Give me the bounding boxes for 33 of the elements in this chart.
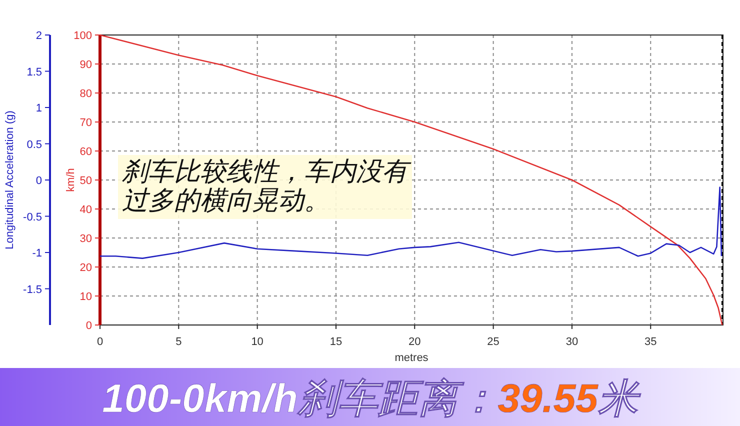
y2-tick-label: 1 xyxy=(36,102,42,114)
x-tick-label: 10 xyxy=(251,336,264,348)
y2-tick-label: 2 xyxy=(36,30,42,42)
y2-tick-label: 0 xyxy=(36,175,42,187)
y-tick-label: 30 xyxy=(80,233,92,245)
text: 100-0km/h刹车距离：39.55米 xyxy=(102,377,642,421)
x-tick-label: 30 xyxy=(566,336,578,348)
x-tick-label: 20 xyxy=(408,336,421,348)
y-axis-title: km/h xyxy=(65,168,77,192)
y2-tick-label: -0.5 xyxy=(23,211,42,224)
x-tick-label: 5 xyxy=(176,336,182,348)
x-tick-label: 15 xyxy=(330,336,342,348)
y-tick-label: 70 xyxy=(80,117,92,129)
y-tick-label: 10 xyxy=(80,291,92,303)
x-tick-label: 0 xyxy=(96,336,104,348)
y-tick-label: 60 xyxy=(80,146,92,158)
annotation: 刹车比较线性，车内没有过多的横向晃动。 xyxy=(121,156,412,215)
y-tick-label: 20 xyxy=(80,262,92,274)
x-tick-label: 25 xyxy=(487,336,500,348)
y2-tick-label: -1.5 xyxy=(23,284,42,296)
y-tick-label: 50 xyxy=(80,175,92,187)
y-tick-label: 80 xyxy=(80,88,92,100)
y-tick-label: 40 xyxy=(80,204,92,216)
y-tick-label: 90 xyxy=(80,59,92,71)
y2-tick-label: -1 xyxy=(32,248,42,260)
y2-axis-title: Longitudinal Acceleration (g) xyxy=(4,110,16,250)
y-tick-label: 100 xyxy=(74,30,92,42)
x-axis-title: metres xyxy=(394,352,429,364)
y2-tick-label: 0.5 xyxy=(26,138,42,151)
y-tick-label: 0 xyxy=(86,320,92,332)
x-tick-label: 35 xyxy=(644,336,657,348)
y2-tick-label: 1.5 xyxy=(26,66,42,78)
line-series xyxy=(99,186,722,259)
